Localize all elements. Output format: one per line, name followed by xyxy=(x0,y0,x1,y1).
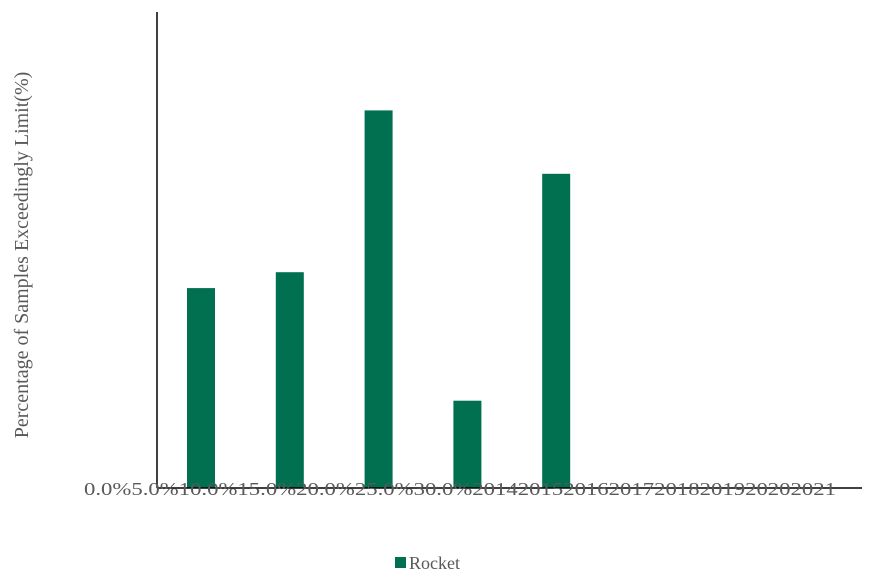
tick-label-5: 25.0% xyxy=(355,479,414,499)
bars-group xyxy=(187,110,571,489)
tick-label-3: 15.0% xyxy=(237,479,296,499)
legend-label: Rocket xyxy=(409,553,460,573)
legend-swatch xyxy=(395,557,406,568)
tick-label-11: 2018 xyxy=(654,479,699,499)
tick-label-6: 30.0% xyxy=(414,479,473,499)
y-axis-title: Percentage of Samples Exceedingly Limit(… xyxy=(11,72,33,439)
bar-2016 xyxy=(364,110,393,489)
tick-label-1: 5.0% xyxy=(131,479,178,499)
bar-2014 xyxy=(187,288,215,488)
tick-label-13: 2020 xyxy=(745,479,790,499)
tick-label-4: 20.0% xyxy=(296,479,355,499)
legend: Rocket xyxy=(395,553,460,573)
bar-2018 xyxy=(542,173,571,489)
tick-label-12: 2019 xyxy=(700,479,745,499)
bar-2017 xyxy=(453,400,482,488)
tick-label-9: 2016 xyxy=(563,479,608,499)
tick-label-10: 2017 xyxy=(609,479,654,499)
tick-label-0: 0.0% xyxy=(84,479,131,499)
bar-2015 xyxy=(275,272,304,488)
tick-label-14: 2021 xyxy=(791,479,836,499)
tick-label-8: 2015 xyxy=(518,479,563,499)
tick-label-2: 10.0% xyxy=(179,479,238,499)
x-axis-tick-labels: 0.0% 5.0% 10.0% 15.0% 20.0% 25.0% 30.0% 2014 201… xyxy=(84,479,836,499)
tick-label-7: 2014 xyxy=(472,479,517,499)
